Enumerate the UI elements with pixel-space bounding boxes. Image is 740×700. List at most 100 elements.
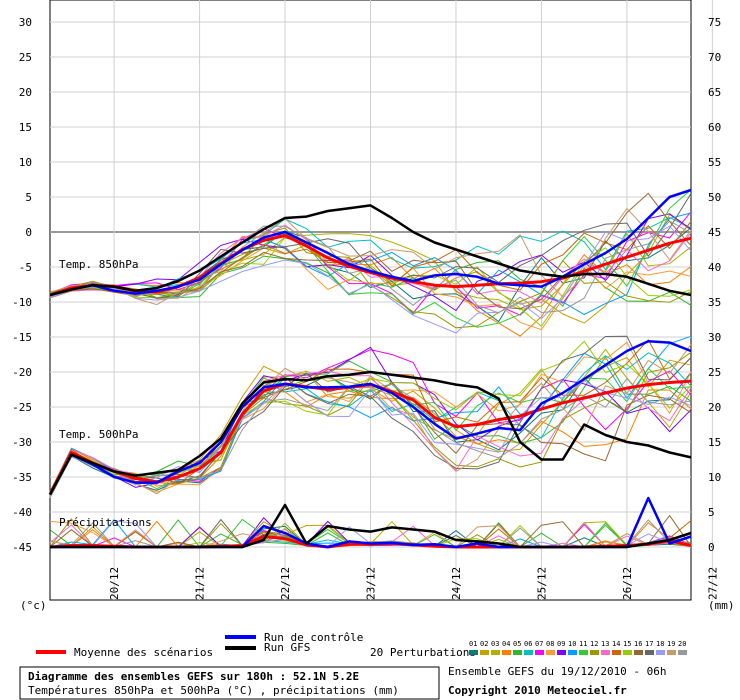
perturbation-swatch bbox=[502, 650, 511, 655]
left-tick-label: -20 bbox=[12, 366, 32, 379]
legend-mean-label: Moyenne des scénarios bbox=[74, 646, 213, 659]
left-tick-label: 30 bbox=[19, 16, 32, 29]
perturbation-line bbox=[49, 377, 692, 499]
right-tick-label: 55 bbox=[708, 156, 721, 169]
perturbation-swatch bbox=[601, 650, 610, 655]
panel-label-t850: Temp. 850hPa bbox=[59, 258, 138, 271]
perturbation-swatch bbox=[513, 650, 522, 655]
left-tick-label: -10 bbox=[12, 296, 32, 309]
right-tick-label: 45 bbox=[708, 226, 721, 239]
right-tick-label: 30 bbox=[708, 331, 721, 344]
perturbation-id-label: 15 bbox=[623, 640, 631, 648]
footer-title-box bbox=[19, 666, 440, 700]
perturbation-id-label: 07 bbox=[535, 640, 543, 648]
legend-perturbations-label: 20 Perturbations bbox=[370, 646, 476, 659]
right-tick-label: 35 bbox=[708, 296, 721, 309]
perturbation-id-label: 18 bbox=[656, 640, 664, 648]
panel-label-precip: Précipitations bbox=[59, 516, 152, 529]
perturbation-id-label: 16 bbox=[634, 640, 642, 648]
perturbation-swatch bbox=[667, 650, 676, 655]
right-tick-label: 40 bbox=[708, 261, 721, 274]
perturbation-swatch bbox=[590, 650, 599, 655]
perturbation-swatch bbox=[579, 650, 588, 655]
perturbation-swatch bbox=[480, 650, 489, 655]
perturbation-legend: 01 02 03 04 05 06 07 08 09 10 11 12 13 14 15 16 17 18 19 20 bbox=[469, 640, 687, 655]
right-tick-label: 5 bbox=[708, 506, 715, 519]
left-tick-label: 15 bbox=[19, 121, 32, 134]
left-unit-label: (°c) bbox=[20, 599, 47, 612]
perturbation-id-label: 13 bbox=[601, 640, 609, 648]
mean-line-t850 bbox=[49, 234, 692, 297]
perturbation-id-label: 06 bbox=[524, 640, 532, 648]
left-tick-label: 0 bbox=[25, 226, 32, 239]
right-unit-label: (mm) bbox=[708, 599, 735, 612]
grid bbox=[50, 0, 713, 600]
perturbation-id-label: 01 bbox=[469, 640, 477, 648]
perturbation-swatch bbox=[612, 650, 621, 655]
right-tick-label: 25 bbox=[708, 366, 721, 379]
left-tick-label: -40 bbox=[12, 506, 32, 519]
perturbation-line bbox=[49, 340, 692, 496]
perturbation-id-label: 03 bbox=[491, 640, 499, 648]
left-tick-label: 25 bbox=[19, 51, 32, 64]
perturbation-id-label: 17 bbox=[645, 640, 653, 648]
perturbation-swatch bbox=[656, 650, 665, 655]
right-tick-label: 70 bbox=[708, 51, 721, 64]
footer-copyright: Copyright 2010 Meteociel.fr bbox=[448, 684, 627, 697]
perturbation-id-label: 10 bbox=[568, 640, 576, 648]
gfs-line-precip bbox=[50, 503, 692, 549]
perturbation-swatch bbox=[568, 650, 577, 655]
x-tick-label: 24/12 bbox=[450, 567, 463, 600]
perturbation-swatch bbox=[557, 650, 566, 655]
perturbation-swatch bbox=[469, 650, 478, 655]
left-tick-label: 5 bbox=[25, 191, 32, 204]
footer-run-info: Ensemble GEFS du 19/12/2010 - 06h bbox=[448, 665, 667, 678]
perturbation-id-label: 12 bbox=[590, 640, 598, 648]
perturbation-line bbox=[49, 207, 692, 306]
perturbation-id-label: 02 bbox=[480, 640, 488, 648]
footer-subtitle: Températures 850hPa et 500hPa (°C) , pré… bbox=[28, 684, 399, 697]
perturbation-id-label: 05 bbox=[513, 640, 521, 648]
perturbation-swatch bbox=[524, 650, 533, 655]
perturbation-line bbox=[49, 380, 692, 497]
perturbation-id-label: 19 bbox=[667, 640, 675, 648]
left-tick-label: -25 bbox=[12, 401, 32, 414]
x-tick-label: 20/12 bbox=[108, 567, 121, 600]
perturbation-swatch bbox=[491, 650, 500, 655]
perturbation-id-label: 20 bbox=[678, 640, 686, 648]
main-series-lines bbox=[48, 188, 692, 549]
perturbation-swatch bbox=[623, 650, 632, 655]
perturbation-swatch bbox=[535, 650, 544, 655]
x-axis-labels: 20/12 21/12 22/12 23/12 24/12 25/12 26/12 27/12 bbox=[108, 567, 719, 600]
perturbation-swatch bbox=[645, 650, 654, 655]
perturbation-swatch bbox=[546, 650, 555, 655]
left-tick-label: -5 bbox=[19, 261, 32, 274]
perturbation-id-label: 11 bbox=[579, 640, 587, 648]
control-line-t850 bbox=[49, 188, 692, 297]
right-tick-label: 20 bbox=[708, 401, 721, 414]
x-tick-label: 22/12 bbox=[279, 567, 292, 600]
left-tick-label: 20 bbox=[19, 86, 32, 99]
perturbation-id-label: 08 bbox=[546, 640, 554, 648]
x-tick-label: 25/12 bbox=[535, 567, 548, 600]
x-tick-label: 27/12 bbox=[706, 567, 719, 600]
panel-label-t500: Temp. 500hPa bbox=[59, 428, 138, 441]
x-tick-label: 23/12 bbox=[365, 567, 378, 600]
perturbation-id-label: 04 bbox=[502, 640, 510, 648]
control-line-t500 bbox=[48, 339, 692, 496]
x-tick-label: 21/12 bbox=[194, 567, 207, 600]
right-tick-label: 0 bbox=[708, 541, 715, 554]
left-tick-label: -30 bbox=[12, 436, 32, 449]
perturbation-line bbox=[49, 344, 692, 498]
left-axis-ticks: 30 25 20 15 10 5 0 -5 -10 -15 -20 -25 -30 -35 -40 -45 bbox=[12, 16, 32, 554]
legend-gfs-label: Run GFS bbox=[264, 641, 310, 654]
gfs-line-t500 bbox=[48, 370, 692, 496]
left-tick-label: -15 bbox=[12, 331, 32, 344]
gfs-line-t850 bbox=[49, 204, 692, 297]
perturbation-id-label: 14 bbox=[612, 640, 620, 648]
left-tick-label: -45 bbox=[12, 541, 32, 554]
right-tick-label: 60 bbox=[708, 121, 721, 134]
left-tick-label: 10 bbox=[19, 156, 32, 169]
